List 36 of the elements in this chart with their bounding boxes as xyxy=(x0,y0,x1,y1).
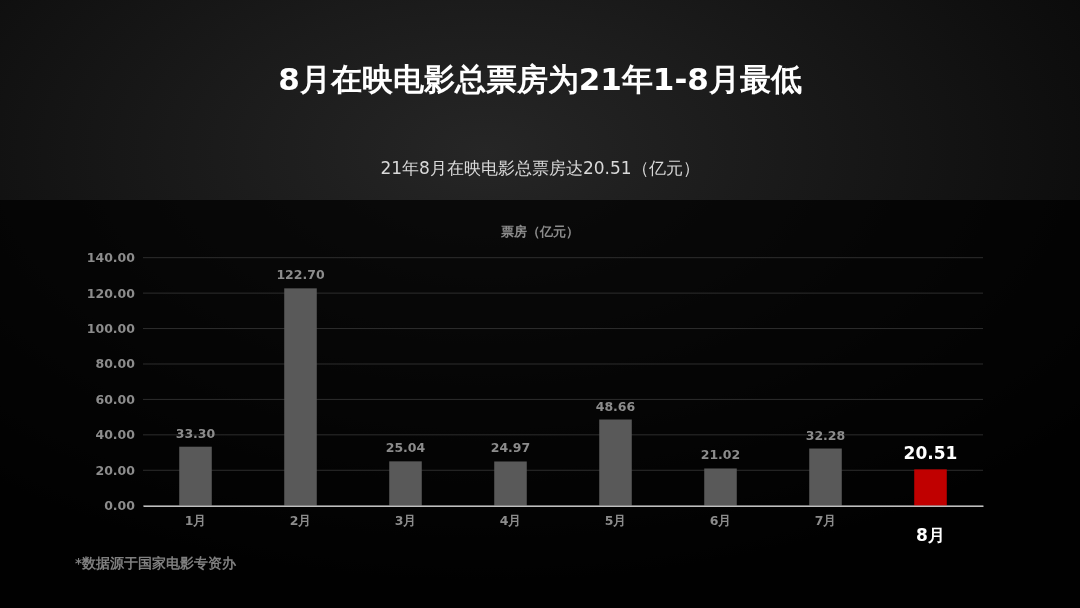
text: *数据源于国家电影专资办 xyxy=(75,555,238,571)
data-label: 32.28 xyxy=(805,427,846,443)
x-tick-label: 1月 xyxy=(184,512,207,528)
bar xyxy=(809,448,842,506)
y-tick-label: 100.00 xyxy=(86,321,136,337)
bar xyxy=(704,468,737,506)
y-tick-label: 60.00 xyxy=(95,391,136,407)
y-axis-title: 票房（亿元） xyxy=(500,224,579,239)
x-tick-label: 8月 xyxy=(916,525,945,546)
x-tick-label: 4月 xyxy=(499,512,522,528)
data-label: 21.02 xyxy=(700,447,741,463)
data-label: 20.51 xyxy=(903,443,958,464)
bar xyxy=(599,419,632,506)
y-tick-label: 20.00 xyxy=(95,462,136,478)
bar xyxy=(179,446,212,506)
data-label: 48.66 xyxy=(595,398,636,414)
y-tick-label: 80.00 xyxy=(95,356,136,372)
bar xyxy=(284,288,317,506)
bar xyxy=(389,461,422,506)
y-tick-label: 0.00 xyxy=(104,498,136,514)
data-label: 25.04 xyxy=(385,440,426,456)
chart-subtitle: 21年8月在映电影总票房达20.51（亿元） xyxy=(380,158,700,178)
data-label: 33.30 xyxy=(175,425,216,441)
x-tick-label: 6月 xyxy=(709,512,732,528)
x-tick-label: 3月 xyxy=(394,512,417,528)
x-tick-label: 7月 xyxy=(814,512,837,528)
y-tick-label: 40.00 xyxy=(95,427,136,443)
x-tick-label: 2月 xyxy=(289,512,312,528)
data-label: 122.70 xyxy=(276,267,325,283)
bar xyxy=(914,469,947,506)
data-label: 24.97 xyxy=(490,440,531,456)
chart-title: 8月在映电影总票房为21年1-8月最低 xyxy=(278,61,802,97)
y-tick-label: 120.00 xyxy=(86,285,136,301)
x-tick-label: 5月 xyxy=(604,512,627,528)
bar xyxy=(494,461,527,506)
y-tick-label: 140.00 xyxy=(86,250,136,266)
